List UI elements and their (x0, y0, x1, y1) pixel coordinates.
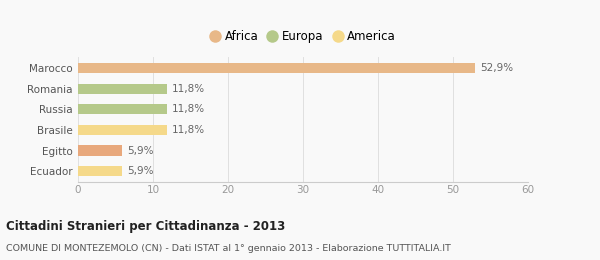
Text: 11,8%: 11,8% (172, 125, 205, 135)
Text: 5,9%: 5,9% (128, 146, 154, 155)
Bar (78, 166, 122, 176)
Text: COMUNE DI MONTEZEMOLO (CN) - Dati ISTAT al 1° gennaio 2013 - Elaborazione TUTTIT: COMUNE DI MONTEZEMOLO (CN) - Dati ISTAT … (6, 244, 451, 254)
Text: 52,9%: 52,9% (480, 63, 513, 73)
Bar (78, 145, 122, 156)
Text: 5,9%: 5,9% (128, 166, 154, 176)
Text: Cittadini Stranieri per Cittadinanza - 2013: Cittadini Stranieri per Cittadinanza - 2… (6, 220, 285, 233)
Bar (78, 83, 167, 94)
Bar (78, 63, 475, 73)
Legend: Africa, Europa, America: Africa, Europa, America (206, 26, 400, 48)
Text: 11,8%: 11,8% (172, 84, 205, 94)
Bar (78, 125, 167, 135)
Text: 11,8%: 11,8% (172, 104, 205, 114)
Bar (78, 104, 167, 114)
